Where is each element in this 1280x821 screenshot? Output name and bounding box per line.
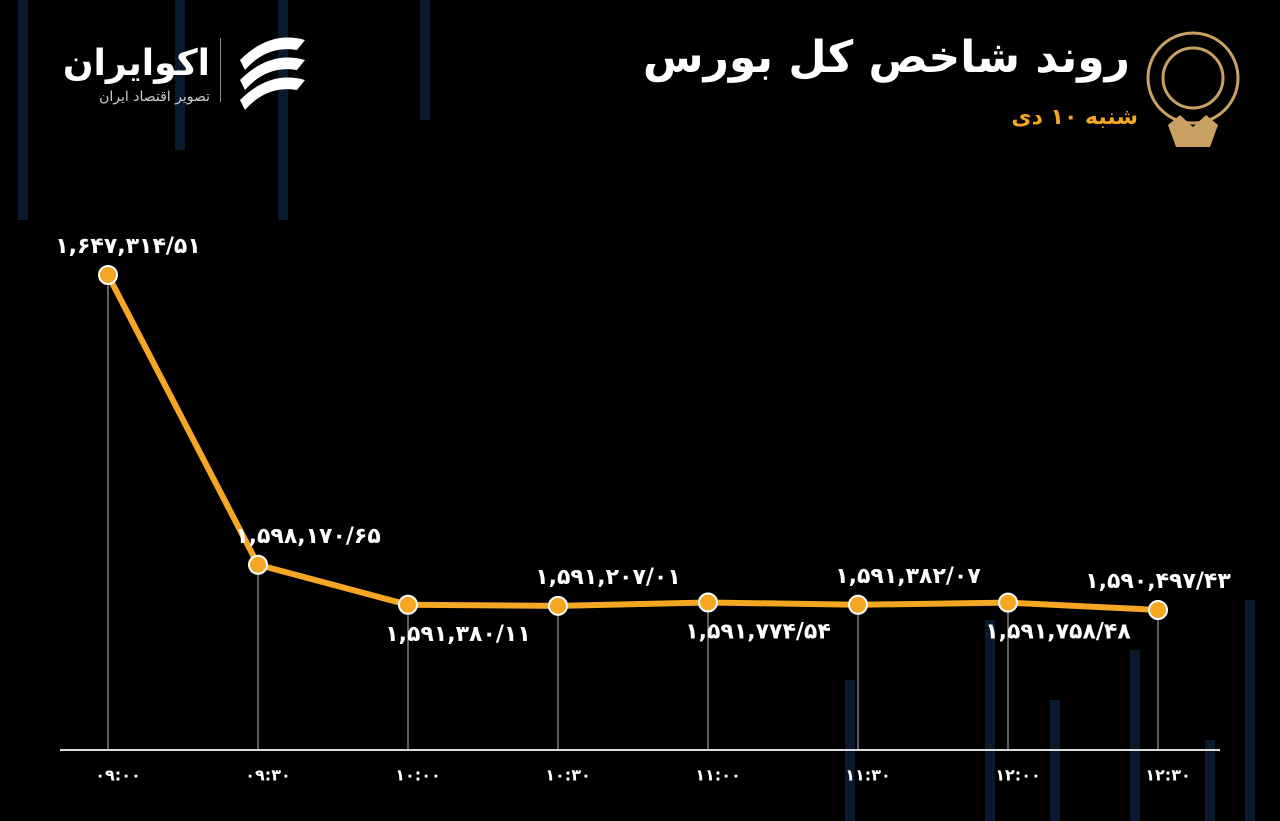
value-label: ۱,۵۹۱,۲۰۷/۰۱ — [535, 565, 681, 590]
x-tick-label: ۱۱:۳۰ — [845, 766, 890, 785]
chart-title: روند شاخص کل بورس — [643, 32, 1130, 83]
point — [998, 592, 1018, 613]
point — [398, 594, 418, 615]
x-tick-label: ۱۰:۰۰ — [395, 766, 440, 785]
point — [248, 554, 268, 575]
emblem — [1146, 31, 1240, 147]
point — [1148, 600, 1168, 620]
x-tick-label: ۱۱:۰۰ — [695, 766, 740, 785]
point — [848, 594, 868, 615]
x-tick-label: ۰۹:۳۰ — [245, 766, 290, 785]
x-tick-label: ۱۲:۳۰ — [1145, 766, 1190, 785]
value-label: ۱,۵۹۱,۳۸۲/۰۷ — [835, 564, 981, 589]
value-label: ۱,۵۹۱,۷۷۴/۵۴ — [685, 619, 831, 644]
brand-tagline: تصویر اقتصاد ایران — [99, 89, 210, 105]
x-tick-label: ۱۰:۳۰ — [545, 766, 590, 785]
chart-subtitle: شنبه ۱۰ دی — [1011, 105, 1138, 130]
background-bars — [18, 0, 1255, 821]
value-label: ۱,۵۹۸,۱۷۰/۶۵ — [235, 524, 381, 549]
value-label: ۱,۶۴۷,۳۱۴/۵۱ — [55, 234, 201, 259]
value-label: ۱,۵۹۰,۴۹۷/۴۳ — [1085, 569, 1231, 594]
point — [698, 592, 718, 613]
brand-name: اکوایران — [63, 43, 210, 84]
line — [105, 273, 1159, 613]
brand-logo — [220, 37, 305, 110]
point — [548, 595, 568, 616]
point — [98, 265, 118, 285]
value-label: ۱,۵۹۱,۳۸۰/۱۱ — [385, 622, 531, 647]
value-label: ۱,۵۹۱,۷۵۸/۴۸ — [985, 620, 1131, 645]
x-tick-label: ۱۲:۰۰ — [995, 766, 1040, 785]
x-tick-label: ۰۹:۰۰ — [95, 766, 140, 785]
